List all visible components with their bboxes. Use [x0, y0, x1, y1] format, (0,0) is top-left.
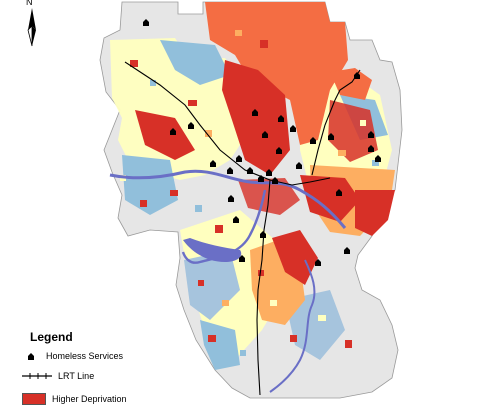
house-icon [28, 353, 34, 360]
region-low [122, 155, 178, 215]
house-icon [375, 155, 381, 162]
house-icon [258, 175, 264, 182]
lrt-lines [124, 61, 361, 396]
house-icon [210, 160, 216, 167]
north-label: N [26, 0, 33, 7]
north-arrow-icon [27, 8, 36, 47]
legend-label: Homeless Services [46, 351, 124, 361]
house-icon [315, 259, 321, 266]
fish-creek [269, 259, 316, 393]
bow-river [109, 169, 347, 229]
tract-mosaic [120, 30, 379, 356]
region-low [160, 40, 230, 85]
house-icon [290, 125, 296, 132]
legend-label: Higher Deprivation [52, 394, 127, 404]
rail-line-icon [22, 373, 52, 379]
house-icon [239, 255, 245, 262]
legend-title: Legend [30, 330, 73, 344]
region-higher-deprivation [328, 100, 378, 162]
legend-item-lrt-line: LRT Line [22, 369, 94, 383]
house-icon [310, 137, 316, 144]
house-icon [368, 131, 374, 138]
legend-label: LRT Line [58, 371, 95, 381]
house-icon [276, 147, 282, 154]
legend-item-homeless-services: Homeless Services [22, 349, 123, 363]
region-high [272, 230, 318, 285]
house-icon [336, 189, 342, 196]
homeless-service-markers [143, 19, 381, 266]
house-icon [272, 177, 278, 184]
house-icon [170, 128, 176, 135]
house-icon [368, 145, 374, 152]
region-low [200, 320, 240, 370]
legend-item-higher-deprivation: Higher Deprivation [22, 392, 127, 406]
region-higher-deprivation [222, 60, 290, 175]
house-icon [266, 169, 272, 176]
house-icon [143, 19, 149, 26]
house-icon [328, 133, 334, 140]
map-legend: Legend Homeless Services LRT Line Higher… [22, 330, 222, 405]
house-icon [296, 162, 302, 169]
house-icon [344, 247, 350, 254]
house-icon [262, 131, 268, 138]
north-arrow: N [22, 0, 42, 52]
house-icon [227, 167, 233, 174]
glenmore-reservoir [183, 238, 242, 262]
red-swatch [22, 393, 46, 405]
house-icon [228, 195, 234, 202]
house-icon [188, 122, 194, 129]
region-higher-deprivation [135, 110, 195, 160]
house-icon [278, 115, 284, 122]
house-icon [236, 155, 242, 162]
region-higher-deprivation [300, 175, 360, 222]
house-icon [252, 109, 258, 116]
house-icon [260, 231, 266, 238]
house-icon [354, 72, 360, 79]
region-low [285, 290, 345, 360]
region-higher-deprivation [355, 190, 395, 236]
region-high [205, 2, 348, 145]
region-high [330, 68, 372, 100]
house-icon [233, 216, 239, 223]
house-icon [247, 167, 253, 174]
